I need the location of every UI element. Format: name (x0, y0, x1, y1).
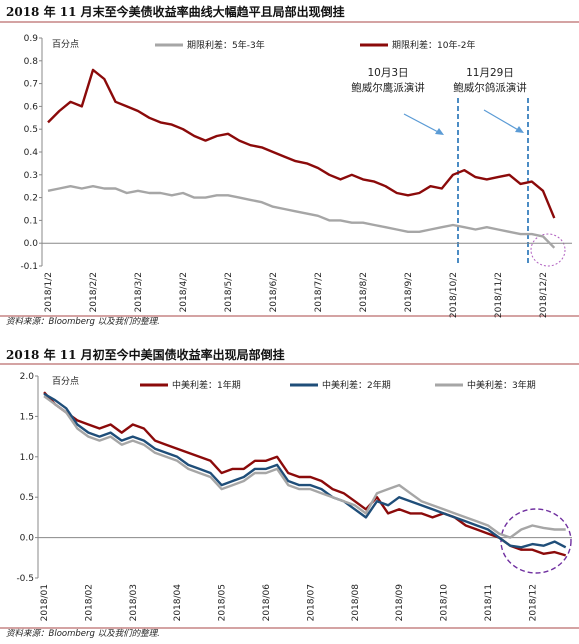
x-tick-label: 2018/2/2 (89, 272, 99, 312)
annotation: 鲍威尔鹰派演讲 (351, 81, 425, 94)
chart-1-decor (403, 98, 566, 267)
x-tick-label: 2018/11/2 (494, 272, 504, 318)
y-tick-label: 0.0 (24, 239, 39, 249)
legend-label: 中美利差：2年期 (322, 379, 391, 391)
legend-label: 中美利差：3年期 (467, 379, 536, 391)
series-line (43, 391, 567, 557)
x-tick-label: 2018/01 (40, 584, 50, 621)
y-tick-label: 0.5 (20, 493, 34, 503)
x-tick-label: 2018/8/2 (359, 272, 369, 312)
annotation: 10月3日 (367, 67, 408, 79)
x-tick-label: 2018/08 (351, 584, 361, 622)
y-tick-label: 0.5 (24, 125, 38, 135)
y-tick-label: 0.9 (24, 34, 39, 44)
y-tick-label: 0.3 (24, 171, 38, 181)
x-tick-label: 2018/4/2 (179, 272, 189, 312)
y-tick-label: 0.1 (24, 216, 38, 226)
legend-label: 期限利差：10年-2年 (392, 39, 475, 51)
y-tick-label: 2.0 (20, 372, 35, 382)
x-tick-label: 2018/07 (306, 584, 316, 621)
y-tick-label: -0.1 (20, 262, 38, 272)
y-unit: 百分点 (52, 39, 79, 50)
y-tick-label: 1.5 (20, 412, 34, 422)
y-tick-label: 0.4 (24, 148, 39, 158)
y-tick-label: 1.0 (20, 453, 35, 463)
series-line (47, 185, 556, 249)
y-tick-label: 0.6 (24, 102, 39, 112)
y-tick-label: 0.8 (24, 57, 39, 67)
chart-title: 2018 年 11 月末至今美债收益率曲线大幅趋平且局部出现倒挂 (6, 4, 345, 19)
x-tick-label: 2018/5/2 (224, 272, 234, 312)
x-tick-label: 2018/03 (129, 584, 139, 621)
x-tick-label: 2018/10/2 (449, 272, 459, 318)
annotation: 鲍威尔鸽派演讲 (453, 81, 527, 94)
legend-label: 中美利差：1年期 (172, 379, 241, 391)
annotation: 11月29日 (466, 67, 514, 79)
series-line (43, 395, 566, 539)
x-tick-label: 2018/9/2 (404, 272, 414, 312)
x-tick-label: 2018/09 (395, 584, 405, 622)
source-note: 资料来源：Bloomberg 以及我们的整理. (6, 628, 160, 639)
x-tick-label: 2018/11 (484, 584, 494, 621)
legend-label: 期限利差：5年-3年 (187, 39, 265, 51)
x-tick-label: 2018/04 (173, 584, 183, 622)
source-note: 资料来源：Bloomberg 以及我们的整理. (6, 316, 160, 327)
x-tick-label: 2018/6/2 (269, 272, 279, 312)
x-tick-label: 2018/12 (528, 584, 538, 621)
y-tick-label: 0.7 (24, 80, 38, 90)
y-tick-label: 0.2 (24, 194, 38, 204)
x-tick-label: 2018/3/2 (134, 272, 144, 312)
x-tick-label: 2018/10 (440, 584, 450, 622)
x-tick-label: 2018/7/2 (314, 272, 324, 312)
y-tick-label: -0.5 (16, 574, 34, 584)
chart-title: 2018 年 11 月初至今中美国债收益率出现局部倒挂 (6, 347, 285, 362)
series-line (43, 392, 567, 549)
x-tick-label: 2018/02 (84, 584, 94, 621)
series-line (47, 68, 556, 219)
y-unit: 百分点 (52, 376, 79, 387)
x-tick-label: 2018/05 (218, 584, 228, 621)
y-tick-label: 0.0 (20, 534, 35, 544)
x-tick-label: 2018/12/2 (539, 272, 549, 318)
highlight-circle (500, 508, 572, 574)
x-tick-label: 2018/1/2 (44, 272, 54, 312)
x-tick-label: 2018/06 (262, 584, 272, 622)
